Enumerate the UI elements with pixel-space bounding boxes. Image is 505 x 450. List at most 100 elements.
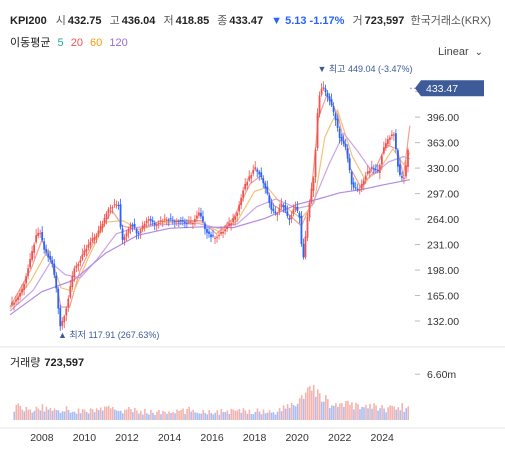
volume-bar bbox=[244, 410, 247, 420]
candle-body bbox=[312, 177, 315, 191]
candle-body bbox=[19, 292, 21, 297]
volume-bar bbox=[226, 410, 229, 420]
candle-body bbox=[71, 275, 74, 288]
candle-body bbox=[336, 118, 339, 128]
candle-body bbox=[254, 167, 257, 170]
ma-60-line bbox=[9, 108, 411, 310]
volume-bar bbox=[132, 412, 134, 420]
close-value: 433.47 bbox=[229, 15, 264, 27]
volume-bar bbox=[85, 412, 88, 420]
volume-bar bbox=[272, 412, 275, 420]
volume-bar bbox=[91, 409, 94, 420]
candle-body bbox=[165, 219, 168, 221]
volume-bar bbox=[351, 402, 353, 420]
volume-bar bbox=[59, 413, 62, 420]
candle-body bbox=[45, 249, 48, 253]
volume-bar bbox=[15, 404, 18, 420]
volume-bar bbox=[210, 413, 213, 420]
candle-body bbox=[228, 223, 230, 227]
candle-body bbox=[300, 215, 303, 244]
scale-selector[interactable]: Linear ⌄ bbox=[438, 46, 483, 58]
volume-bar bbox=[387, 407, 389, 420]
volume-bar bbox=[284, 408, 287, 420]
close-label: 종 bbox=[217, 15, 228, 27]
candle-body bbox=[187, 221, 190, 223]
candle-body bbox=[276, 213, 279, 216]
candle-body bbox=[224, 229, 226, 232]
volume-bar bbox=[196, 412, 198, 420]
volume-bar bbox=[75, 413, 78, 420]
volume-bar bbox=[375, 405, 377, 420]
volume-bar bbox=[71, 411, 74, 420]
candle-body bbox=[212, 235, 214, 237]
candle-body bbox=[403, 177, 405, 179]
volume-bar bbox=[190, 411, 192, 420]
volume-bar bbox=[172, 411, 174, 420]
change-value: ▼ 5.13 -1.17% bbox=[271, 15, 345, 27]
volume-bar bbox=[278, 408, 281, 420]
volume-bar bbox=[369, 403, 371, 420]
candle-body bbox=[196, 215, 198, 219]
volume-bar bbox=[81, 409, 84, 420]
x-tick-label: 2022 bbox=[328, 432, 352, 444]
volume-bar bbox=[206, 414, 209, 420]
candle-body bbox=[25, 276, 27, 284]
candle-body bbox=[145, 220, 148, 224]
volume-bar bbox=[230, 408, 233, 420]
moving-average-legend[interactable]: 이동평균 5 20 60 120 bbox=[10, 34, 132, 50]
volume-bar bbox=[290, 402, 293, 420]
volume-bar bbox=[119, 410, 122, 420]
candle-body bbox=[51, 260, 54, 264]
y-tick-label: 264.00 bbox=[427, 214, 459, 226]
volume-bar bbox=[220, 408, 223, 420]
volume-bar bbox=[79, 413, 82, 420]
candle-body bbox=[314, 149, 317, 178]
candle-body bbox=[384, 143, 387, 149]
volume-bar bbox=[306, 387, 309, 420]
volume-bar bbox=[49, 407, 52, 420]
candle-body bbox=[23, 284, 25, 290]
volume-bar bbox=[250, 414, 253, 420]
candle-body bbox=[121, 228, 124, 240]
volume-bar bbox=[228, 413, 231, 420]
volume-bar bbox=[262, 409, 265, 420]
volume-bar bbox=[198, 413, 200, 420]
candle-body bbox=[401, 176, 403, 178]
volume-bar bbox=[232, 409, 235, 420]
candle-body bbox=[77, 263, 80, 267]
volume-tick-label: 6.60m bbox=[427, 369, 456, 381]
volume-bar bbox=[379, 408, 381, 420]
candle-body bbox=[222, 231, 224, 234]
volume-value: 723,597 bbox=[364, 15, 405, 27]
volume-bar bbox=[21, 409, 24, 420]
volume-bar bbox=[383, 408, 385, 420]
volume-bar bbox=[325, 395, 327, 420]
candle-body bbox=[179, 220, 182, 222]
volume-bar bbox=[166, 413, 168, 420]
volume-bar bbox=[280, 411, 283, 420]
ma-5: 5 bbox=[57, 37, 64, 49]
volume-bar bbox=[111, 407, 114, 420]
candle-body bbox=[240, 197, 243, 206]
volume-bar bbox=[25, 406, 28, 420]
candle-body bbox=[214, 237, 216, 239]
x-tick-label: 2018 bbox=[243, 432, 267, 444]
quote-header: KPI200 시 432.75 고 436.04 저 418.85 종 433.47 ▼… bbox=[10, 12, 409, 28]
volume-bar bbox=[353, 409, 355, 420]
y-tick-label: 165.00 bbox=[427, 291, 459, 303]
candle-body bbox=[282, 205, 285, 208]
candle-body bbox=[284, 205, 287, 211]
candle-body bbox=[340, 137, 343, 141]
candle-body bbox=[103, 218, 106, 223]
y-tick-label: 198.00 bbox=[427, 265, 459, 277]
volume-bar bbox=[150, 409, 152, 420]
volume-bar bbox=[218, 414, 221, 420]
volume-bar bbox=[288, 407, 291, 420]
candle-body bbox=[141, 225, 144, 229]
candle-body bbox=[238, 204, 241, 212]
candle-body bbox=[250, 175, 253, 179]
candle-body bbox=[161, 221, 164, 223]
volume-bar bbox=[357, 404, 359, 420]
volume-bar bbox=[246, 413, 249, 420]
